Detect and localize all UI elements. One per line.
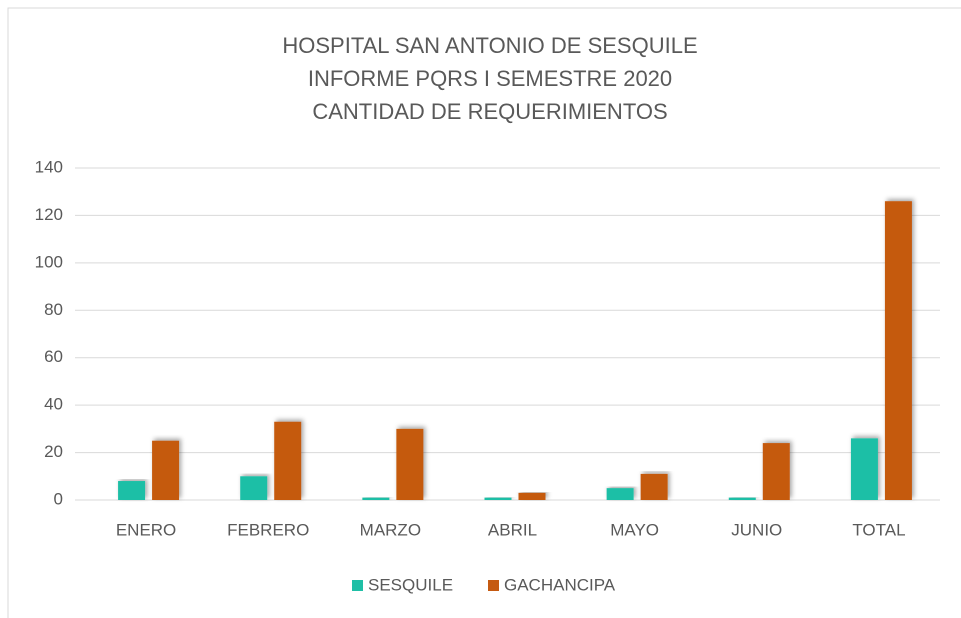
x-tick-label: ENERO	[116, 520, 176, 539]
bar	[518, 492, 546, 500]
legend-swatch	[352, 580, 363, 591]
x-tick-label: ABRIL	[488, 520, 537, 539]
x-tick-label: MAYO	[610, 520, 659, 539]
x-tick-label: MARZO	[360, 520, 421, 539]
y-tick-label: 60	[44, 347, 63, 366]
legend-swatch	[488, 580, 499, 591]
y-tick-label: 100	[35, 252, 63, 271]
chart-title: INFORME PQRS I SEMESTRE 2020	[308, 66, 672, 91]
bar	[884, 201, 912, 500]
bar	[274, 421, 302, 500]
chart-title: CANTIDAD DE REQUERIMIENTOS	[312, 99, 667, 124]
bar	[640, 473, 668, 500]
chart-border	[7, 7, 961, 618]
y-tick-label: 20	[44, 442, 63, 461]
y-tick-label: 120	[35, 205, 63, 224]
y-tick-label: 40	[44, 395, 63, 414]
bar	[850, 438, 878, 500]
bar	[118, 481, 146, 500]
legend-label: SESQUILE	[368, 575, 453, 594]
chart-title: HOSPITAL SAN ANTONIO DE SESQUILE	[282, 33, 697, 58]
bar	[484, 497, 512, 500]
bar	[606, 488, 634, 500]
x-tick-label: JUNIO	[731, 520, 782, 539]
y-tick-label: 140	[35, 157, 63, 176]
bar	[152, 440, 180, 500]
bar	[362, 497, 390, 500]
y-tick-label: 0	[54, 489, 63, 508]
bar	[396, 428, 424, 500]
bar	[728, 497, 756, 500]
legend-label: GACHANCIPA	[504, 575, 616, 594]
bar	[240, 476, 268, 500]
x-tick-label: TOTAL	[852, 520, 905, 539]
x-tick-label: FEBRERO	[227, 520, 309, 539]
y-tick-label: 80	[44, 300, 63, 319]
bar	[762, 443, 790, 500]
